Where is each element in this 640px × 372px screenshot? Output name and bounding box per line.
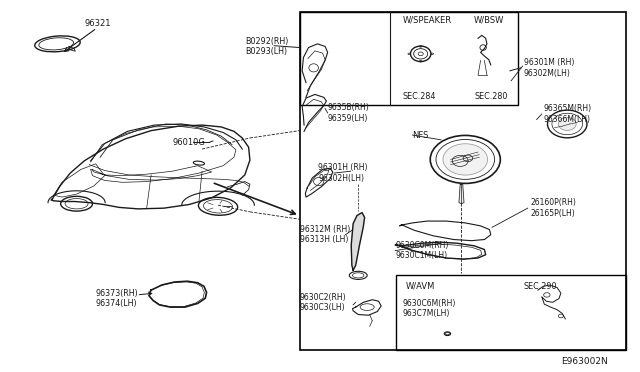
Polygon shape	[351, 212, 365, 270]
Ellipse shape	[443, 144, 488, 175]
Text: 9635B(RH)
96359(LH): 9635B(RH) 96359(LH)	[328, 103, 369, 123]
Text: 96301M (RH)
96302M(LH): 96301M (RH) 96302M(LH)	[524, 58, 574, 77]
Text: W/BSW: W/BSW	[474, 15, 504, 24]
Text: SEC.284: SEC.284	[403, 92, 436, 101]
Text: W/SPEAKER: W/SPEAKER	[403, 15, 452, 24]
Text: SEC.290: SEC.290	[524, 282, 557, 291]
Polygon shape	[459, 184, 464, 204]
Ellipse shape	[558, 118, 576, 131]
Text: 9630C0M(RH)
9630C1M(LH): 9630C0M(RH) 9630C1M(LH)	[395, 241, 449, 260]
Text: SEC.280: SEC.280	[474, 92, 508, 101]
Text: 96010G: 96010G	[172, 138, 205, 147]
Bar	[300, 13, 626, 350]
Text: W/AVM: W/AVM	[406, 282, 435, 291]
Text: 9630C2(RH)
9630C3(LH): 9630C2(RH) 9630C3(LH)	[300, 293, 346, 312]
Text: 26160P(RH)
26165P(LH): 26160P(RH) 26165P(LH)	[531, 198, 576, 218]
Text: 96301H (RH)
96302H(LH): 96301H (RH) 96302H(LH)	[318, 163, 367, 183]
Text: NFS: NFS	[412, 131, 429, 140]
Bar	[300, 13, 518, 105]
Text: 96365M(RH)
96366M(LH): 96365M(RH) 96366M(LH)	[543, 104, 591, 124]
Text: E963002N: E963002N	[561, 357, 607, 366]
Text: 9630C6M(RH)
963C7M(LH): 9630C6M(RH) 963C7M(LH)	[403, 299, 456, 318]
Text: 96321: 96321	[84, 19, 111, 28]
Bar	[396, 275, 626, 350]
Text: B0292(RH)
B0293(LH): B0292(RH) B0293(LH)	[245, 37, 288, 56]
Text: 96373(RH)
96374(LH): 96373(RH) 96374(LH)	[96, 289, 138, 308]
Text: 96312M (RH)
96313H (LH): 96312M (RH) 96313H (LH)	[300, 225, 350, 244]
